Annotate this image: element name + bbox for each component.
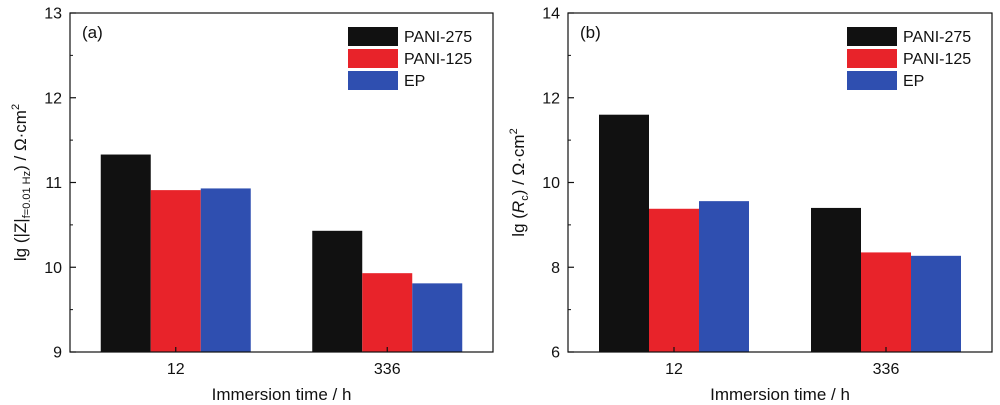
x-tick-label: 336 [374, 361, 401, 378]
bar-ep-336 [412, 283, 463, 352]
panel-a: 12 336 9 10 11 12 13 (a) PANI-275 PANI-125 EP Immer… [10, 6, 494, 404]
y-tick-label: 12 [542, 90, 560, 107]
bar-pani-125-336 [362, 273, 413, 352]
bar-ep-336 [911, 255, 961, 352]
x-tick-label: 12 [665, 361, 683, 378]
x-axis-label: Immersion time / h [212, 385, 352, 404]
legend-label-pani-125: PANI-125 [903, 51, 971, 68]
panel-b: 12 336 6 8 10 12 14 (b) PANI-275 PANI-125 EP Immers… [508, 6, 993, 404]
bar-pani-275-12 [100, 154, 151, 352]
panel-label: (a) [82, 23, 103, 42]
legend-swatch-pani-125 [847, 49, 897, 68]
y-axis-label: lg (|Z|f=0.01 Hz) / Ω·cm2 [10, 104, 33, 261]
x-axis-label: Immersion time / h [710, 385, 850, 404]
legend-swatch-pani-275 [348, 27, 398, 46]
y-tick-label: 10 [44, 260, 62, 277]
legend-label-ep: EP [903, 73, 924, 90]
legend-label-ep: EP [404, 73, 425, 90]
y-tick-label: 8 [551, 260, 560, 277]
legend-swatch-pani-275 [847, 27, 897, 46]
legend-label-pani-125: PANI-125 [404, 51, 472, 68]
bar-pani-275-336 [312, 230, 363, 352]
y-tick-label: 10 [542, 175, 560, 192]
bar-pani-275-336 [811, 207, 861, 352]
bar-ep-12 [699, 201, 749, 352]
legend-swatch-ep [348, 71, 398, 90]
y-tick-label: 13 [44, 6, 62, 23]
bar-pani-125-12 [649, 208, 699, 352]
y-tick-label: 9 [53, 345, 62, 362]
bar-ep-12 [200, 188, 251, 352]
bar-pani-275-12 [599, 114, 649, 352]
bar-pani-125-12 [150, 190, 201, 352]
legend-swatch-ep [847, 71, 897, 90]
legend-label-pani-275: PANI-275 [404, 29, 472, 46]
y-tick-label: 12 [44, 90, 62, 107]
y-tick-label: 14 [542, 6, 560, 23]
x-tick-label: 336 [873, 361, 900, 378]
y-axis-label: lg (Rc) / Ω·cm2 [508, 128, 531, 236]
legend-label-pani-275: PANI-275 [903, 29, 971, 46]
y-tick-label: 6 [551, 345, 560, 362]
bar-pani-125-336 [861, 252, 911, 352]
panel-label: (b) [580, 23, 601, 42]
x-tick-label: 12 [167, 361, 185, 378]
y-tick-label: 11 [45, 175, 62, 192]
legend-swatch-pani-125 [348, 49, 398, 68]
